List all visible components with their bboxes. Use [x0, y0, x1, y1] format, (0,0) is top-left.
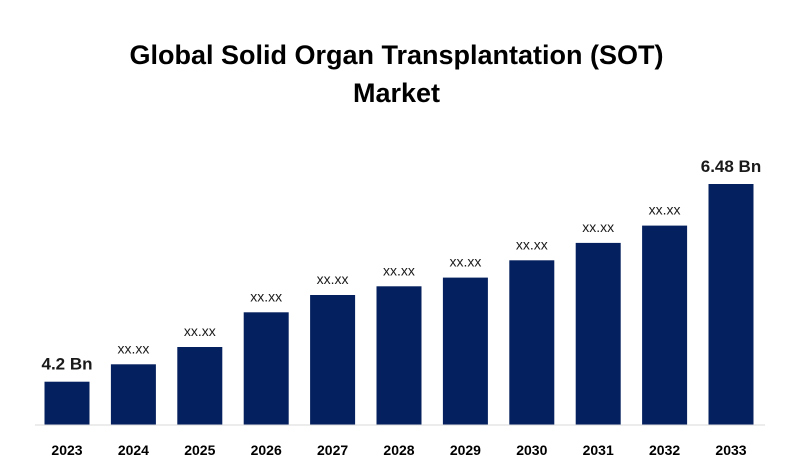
x-tick-label-2024: 2024: [118, 442, 149, 458]
data-label-2023: 4.2 Bn: [41, 355, 92, 374]
data-label-2024: xx.xx: [117, 340, 149, 356]
chart-title: Global Solid Organ Transplantation (SOT)…: [0, 36, 793, 112]
bar-2031: [575, 242, 621, 425]
data-label-group: 4.2 Bn xx.xx xx.xx xx.xx xx.xx xx.xx xx.xx xx.x…: [41, 157, 761, 374]
bar-2025: [177, 347, 223, 425]
bar-2023: [44, 381, 90, 425]
data-label-2026: xx.xx: [250, 288, 282, 304]
x-tick-label-group: 2023 2024 2025 2026 2027 2028 2029 2030 2031 2032…: [51, 442, 746, 458]
x-tick-label-2025: 2025: [184, 442, 215, 458]
data-label-2025: xx.xx: [184, 323, 216, 339]
bar-2029: [442, 277, 488, 425]
chart-title-line-1: Global Solid Organ Transplantation (SOT): [129, 40, 664, 70]
x-tick-label-2030: 2030: [516, 442, 547, 458]
data-label-2032: xx.xx: [649, 202, 681, 218]
bar-2033: [708, 184, 754, 425]
x-tick-label-2023: 2023: [51, 442, 82, 458]
x-tick-label-2029: 2029: [450, 442, 481, 458]
x-tick-label-2031: 2031: [583, 442, 614, 458]
bar-2024: [110, 364, 156, 425]
x-tick-label-2026: 2026: [251, 442, 282, 458]
x-tick-label-2027: 2027: [317, 442, 348, 458]
data-label-2029: xx.xx: [449, 254, 481, 270]
data-label-2030: xx.xx: [516, 236, 548, 252]
data-label-2033: 6.48 Bn: [701, 157, 761, 176]
x-tick-label-2028: 2028: [383, 442, 414, 458]
bar-2028: [376, 286, 422, 425]
data-label-2028: xx.xx: [383, 262, 415, 278]
bar-2030: [509, 260, 555, 425]
bar-2026: [243, 312, 289, 425]
data-label-2031: xx.xx: [582, 219, 614, 235]
bar-group: [44, 184, 754, 425]
data-label-2027: xx.xx: [317, 271, 349, 287]
bar-2032: [642, 225, 688, 425]
x-tick-label-2033: 2033: [715, 442, 746, 458]
chart-title-line-2: Market: [352, 78, 441, 108]
x-tick-label-2032: 2032: [649, 442, 680, 458]
bar-2027: [310, 295, 356, 425]
